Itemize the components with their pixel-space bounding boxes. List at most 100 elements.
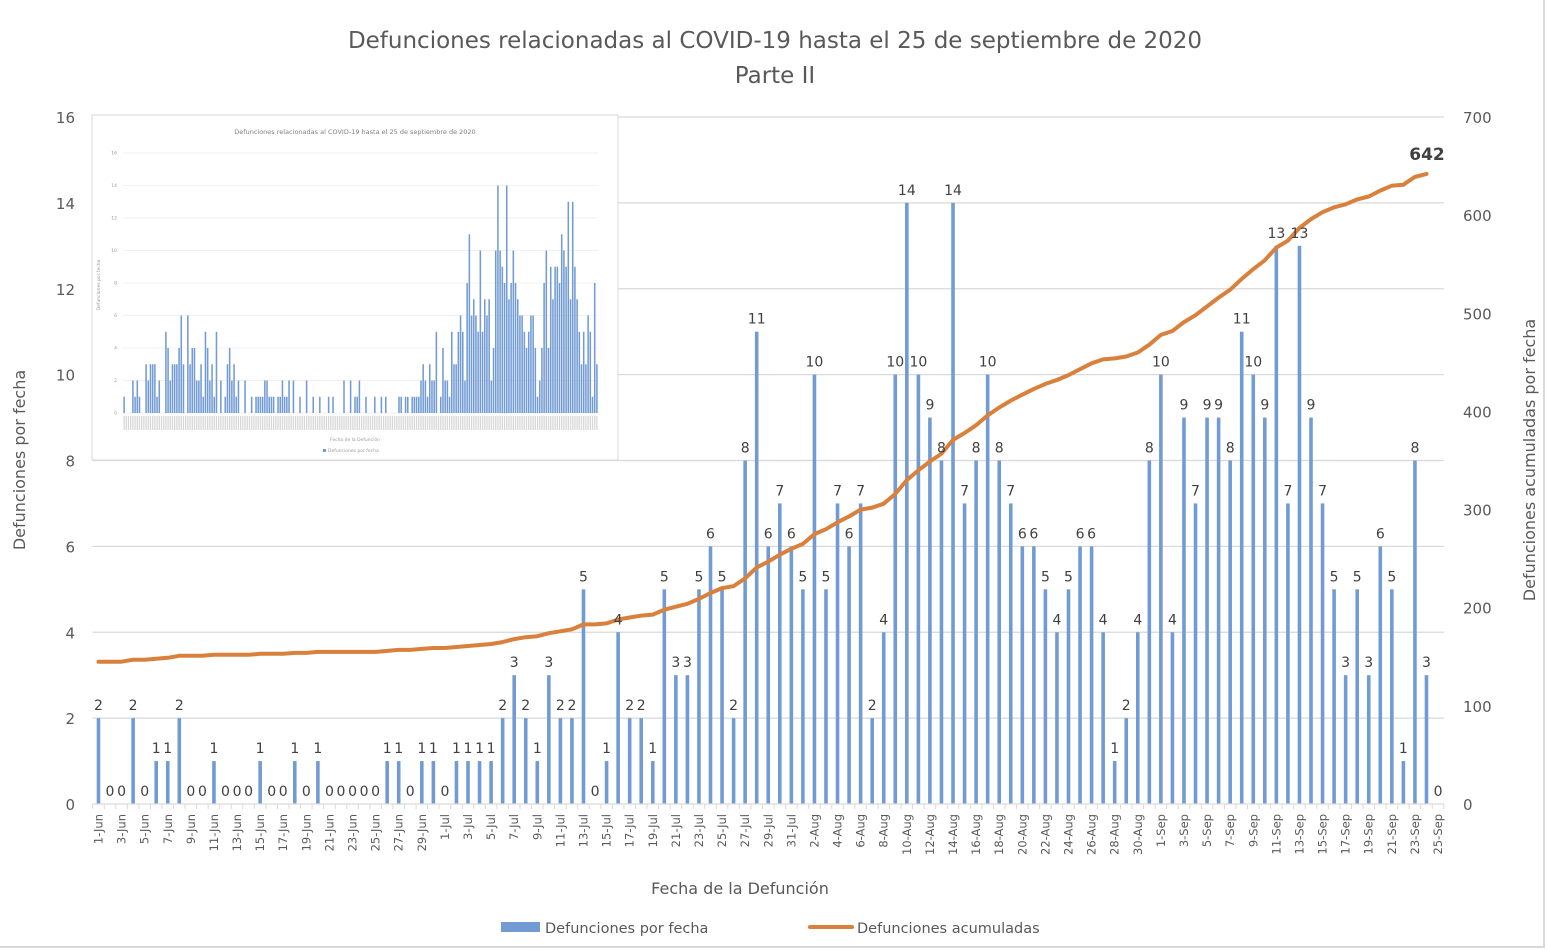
inset-bar [510,283,512,413]
bar-data-label: 1 [648,741,657,757]
inset-x-tick-label [349,416,352,430]
bar-data-label: 5 [798,569,807,585]
inset-bar [151,364,154,413]
bar-14-Sep [1309,417,1313,804]
bar-6-Aug [858,503,863,804]
bar-24-Aug [1066,589,1071,804]
bar-data-label: 2 [129,698,138,714]
inset-x-tick-label [391,416,394,430]
right-tick-label: 300 [1463,502,1492,520]
bar-data-label: 7 [1006,483,1015,499]
inset-x-tick-label [459,416,462,430]
bar-18-Aug [997,460,1002,804]
inset-x-tick-label [382,416,385,430]
inset-bar [415,396,418,413]
inset-bar [429,364,431,413]
bar-data-label: 1 [394,741,403,757]
left-tick-label: 12 [56,281,75,299]
inset-x-tick-label [536,416,539,430]
inset-x-tick-label [543,416,545,430]
bar-data-label: 9 [1203,398,1212,414]
x-tick-label: 23-Sep [1408,814,1422,854]
bar-18-Jun [292,761,297,804]
inset-x-tick-label [189,416,191,430]
inset-x-tick-label [534,416,536,430]
bar-22-Jul [685,675,690,804]
bar-30-Jul [777,503,782,804]
inset-bar [272,396,275,413]
inset-bar [277,396,279,413]
bar-data-label: 1 [475,741,484,757]
inset-bar [477,331,479,413]
inset-x-tick-label [275,416,277,430]
bar-data-label: 1 [429,741,438,757]
inset-x-tick-label [594,416,596,430]
right-axis-ticks: 0 100 200 300 400 500 600 700 [1463,109,1492,814]
x-tick-label: 17-Jun [276,814,290,851]
inset-bar [418,396,420,413]
left-tick-label: 4 [65,624,75,642]
inset-bar [283,396,286,413]
right-tick-label: 700 [1463,109,1492,127]
inset-x-tick-label [272,416,275,430]
inset-bar [158,380,161,413]
inset-x-tick-label [448,416,451,430]
inset-x-tick-label [404,416,407,430]
inset-x-tick-label [174,416,176,430]
inset-bar [365,396,367,413]
inset-bar [224,396,227,413]
bar-data-label: 0 [198,784,207,800]
bar-data-label: 9 [1214,398,1223,414]
inset-bar [281,380,284,413]
inset-x-tick-label [213,416,215,430]
bar-data-label: 0 [244,784,253,800]
bar-data-label: 7 [833,483,842,499]
inset-x-tick-label [259,416,262,430]
inset-x-tick-label [207,416,209,430]
bar-data-label: 0 [221,784,230,800]
inset-bar [565,266,567,413]
inset-bar [457,331,460,413]
bar-data-label: 6 [845,526,854,542]
bar-11-Aug [916,374,921,804]
inset-x-tick-label [352,416,354,430]
inset-bar [585,364,587,413]
bar-data-label: 5 [822,569,831,585]
x-tick-label: 3-Jun [115,814,129,844]
bar-data-label: 7 [1191,483,1200,499]
inset-x-tick-label [415,416,418,430]
inset-x-tick-label [233,416,235,430]
bar-15-Sep [1320,503,1325,804]
inset-tick-label: 8 [114,281,117,287]
inset-bar [165,331,167,413]
bar-data-label: 1 [290,741,299,757]
inset-x-tick-label [152,416,154,430]
bar-data-label: 2 [94,698,103,714]
inset-x-tick-label [360,416,363,430]
inset-x-tick-label [572,416,574,430]
inset-x-tick-label [563,416,565,430]
inset-x-tick-label [244,416,246,430]
inset-x-tick-label [187,416,189,430]
inset-x-tick-label [143,416,145,430]
bar-8-Sep [1239,331,1244,804]
inset-bar [552,299,554,413]
bar-11-Jul [558,718,563,804]
bar-17-Jul [627,718,632,804]
x-tick-label: 19-Sep [1362,814,1376,854]
inset-bar [319,396,321,413]
inset-bar [466,283,468,413]
inset-bar [264,380,266,413]
bar-data-label: 6 [787,526,796,542]
bar-5-Sep [1205,417,1209,804]
inset-x-tick-label [580,416,583,430]
inset-x-tick-label [411,416,413,430]
inset-bar [587,315,589,413]
inset-bar [235,396,238,413]
inset-x-tick-label [163,416,165,430]
inset-x-tick-label [453,416,455,430]
right-tick-label: 200 [1463,600,1492,618]
inset-bar [558,283,561,413]
inset-x-tick-label [156,416,158,430]
x-tick-label: 19-Jul [646,814,660,847]
